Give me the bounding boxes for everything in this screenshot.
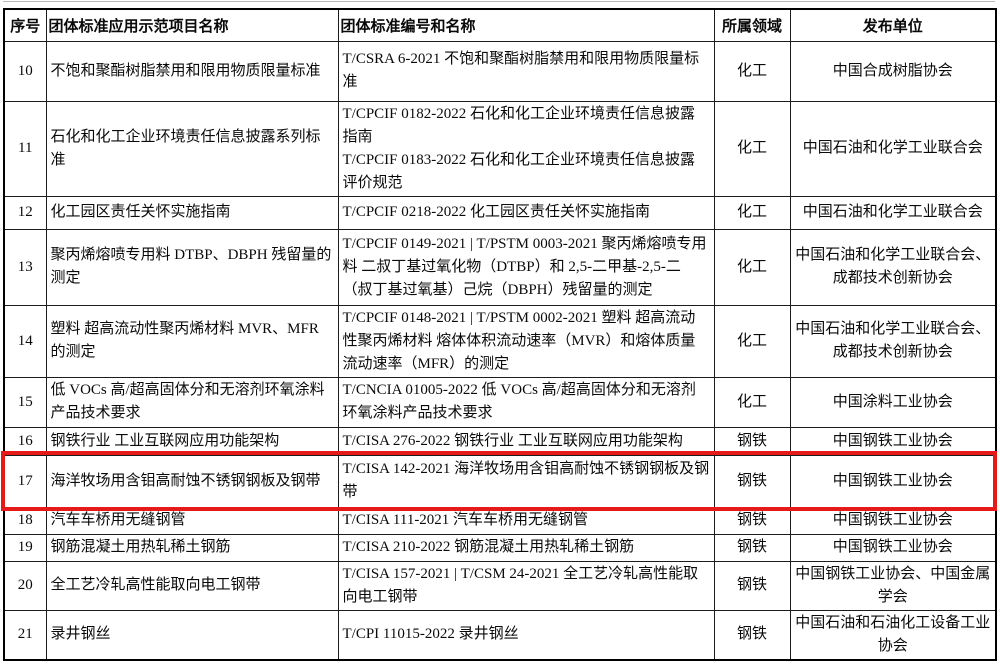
cell-standards: T/CISA 157-2021 | T/CSM 24-2021 全工艺冷轧高性能… — [337, 560, 715, 611]
cell-project: 汽车车桥用无缝钢管 — [45, 506, 339, 535]
cell-field: 钢铁 — [713, 560, 791, 611]
cell-field: 化工 — [713, 376, 791, 428]
table-row-21: 21 录井钢丝 T/CPI 11015-2022 录井钢丝 钢铁 中国石油和石油化工设备… — [3, 609, 997, 661]
standard-entry: T/CPCIF 0182-2022 石化和化工企业环境责任信息披露指南 — [342, 105, 696, 145]
cell-project: 录井钢丝 — [45, 609, 339, 661]
cell-standards: T/CNCIA 01005-2022 低 VOCs 高/超高固体分和无溶剂环氧涂… — [337, 376, 715, 428]
cell-publisher: 中国石油和石油化工设备工业协会 — [789, 609, 997, 661]
cell-no: 11 — [3, 100, 47, 197]
cell-standards: T/CISA 142-2021 海洋牧场用含钼高耐蚀不锈钢钢板及钢带 — [337, 454, 715, 508]
standard-entry: T/CPI 11015-2022 录井钢丝 — [342, 626, 519, 643]
table-row-17: 17 海洋牧场用含钼高耐蚀不锈钢钢板及钢带 T/CISA 142-2021 海洋牧场… — [3, 454, 997, 508]
cell-publisher: 中国钢铁工业协会 — [789, 506, 997, 535]
cell-project: 塑料 超高流动性聚丙烯材料 MVR、MFR 的测定 — [45, 304, 339, 378]
previous-row-crop-line — [3, 1, 995, 2]
standard-entry: T/CPCIF 0183-2022 石化和化工企业环境责任信息披露评价规范 — [342, 151, 696, 191]
cell-project: 钢筋混凝土用热轧稀土钢筋 — [45, 533, 339, 562]
table-row-15: 15 低 VOCs 高/超高固体分和无溶剂环氧涂料产品技术要求 T/CNCIA 01… — [3, 376, 997, 428]
standard-entry: T/CPCIF 0148-2021 | T/PSTM 0002-2021 塑料 … — [342, 309, 696, 372]
cell-no: 15 — [3, 376, 47, 428]
cell-project: 海洋牧场用含钼高耐蚀不锈钢钢板及钢带 — [45, 454, 339, 508]
cell-publisher: 中国钢铁工业协会、中国金属学会 — [789, 560, 997, 611]
cell-project: 不饱和聚酯树脂禁用和限用物质限量标准 — [45, 40, 339, 102]
cell-publisher: 中国石油和化学工业联合会、成都技术创新协会 — [789, 228, 997, 306]
cell-publisher: 中国石油和化学工业联合会 — [789, 100, 997, 197]
cell-field: 钢铁 — [713, 454, 791, 508]
cell-publisher: 中国钢铁工业协会 — [789, 533, 997, 562]
cell-field: 钢铁 — [713, 506, 791, 535]
standard-entry: T/CISA 111-2021 汽车车桥用无缝钢管 — [342, 512, 589, 528]
cell-project: 钢铁行业 工业互联网应用功能架构 — [45, 426, 339, 456]
cell-field: 化工 — [713, 304, 791, 378]
cell-field: 化工 — [713, 40, 791, 102]
cell-field: 化工 — [713, 228, 791, 306]
table-header-row: 序号 团体标准应用示范项目名称 团体标准编号和名称 所属领域 发布单位 — [3, 8, 997, 42]
cell-no: 20 — [3, 560, 47, 611]
cell-standards: T/CISA 210-2022 钢筋混凝土用热轧稀土钢筋 — [337, 533, 715, 562]
cell-no: 10 — [3, 40, 47, 102]
table-row-20: 20 全工艺冷轧高性能取向电工钢带 T/CISA 157-2021 | T/CSM … — [3, 560, 997, 611]
cell-project: 聚丙烯熔喷专用料 DTBP、DBPH 残留量的测定 — [45, 228, 339, 306]
cell-standards: T/CPCIF 0218-2022 化工园区责任关怀实施指南 — [337, 195, 715, 230]
cell-standards: T/CSRA 6-2021 不饱和聚酯树脂禁用和限用物质限量标准 — [337, 40, 715, 102]
column-header-project: 团体标准应用示范项目名称 — [45, 8, 339, 42]
cell-no: 13 — [3, 228, 47, 306]
cell-project: 化工园区责任关怀实施指南 — [45, 195, 339, 230]
table-row-13: 13 聚丙烯熔喷专用料 DTBP、DBPH 残留量的测定 T/CPCIF 0149-… — [3, 228, 997, 306]
table-row-19: 19 钢筋混凝土用热轧稀土钢筋 T/CISA 210-2022 钢筋混凝土用热轧稀土… — [3, 533, 997, 562]
cell-standards: T/CPI 11015-2022 录井钢丝 — [337, 609, 715, 661]
standards-table: 序号 团体标准应用示范项目名称 团体标准编号和名称 所属领域 发布单位 10 不饱和聚酯树… — [3, 8, 997, 661]
cell-project: 全工艺冷轧高性能取向电工钢带 — [45, 560, 339, 611]
cell-publisher: 中国钢铁工业协会 — [789, 426, 997, 456]
column-header-no: 序号 — [3, 8, 47, 42]
cell-no: 17 — [3, 454, 47, 508]
cell-no: 19 — [3, 533, 47, 562]
table-row-11: 11 石化和化工企业环境责任信息披露系列标准 T/CPCIF 0182-2022 石… — [3, 100, 997, 197]
cell-standards: T/CPCIF 0182-2022 石化和化工企业环境责任信息披露指南 T/CPC… — [337, 100, 715, 197]
cell-publisher: 中国合成树脂协会 — [789, 40, 997, 102]
column-header-standards: 团体标准编号和名称 — [337, 8, 715, 42]
table-row-10: 10 不饱和聚酯树脂禁用和限用物质限量标准 T/CSRA 6-2021 不饱和聚酯树… — [3, 40, 997, 102]
cell-standards: T/CPCIF 0149-2021 | T/PSTM 0003-2021 聚丙烯… — [337, 228, 715, 306]
standard-entry: T/CPCIF 0149-2021 | T/PSTM 0003-2021 聚丙烯… — [342, 235, 707, 298]
table-row-18: 18 汽车车桥用无缝钢管 T/CISA 111-2021 汽车车桥用无缝钢管 钢铁 中国… — [3, 506, 997, 535]
standard-entry: T/CISA 276-2022 钢铁行业 工业互联网应用功能架构 — [342, 432, 683, 449]
cell-project: 低 VOCs 高/超高固体分和无溶剂环氧涂料产品技术要求 — [45, 376, 339, 428]
cell-standards: T/CPCIF 0148-2021 | T/PSTM 0002-2021 塑料 … — [337, 304, 715, 378]
cell-project: 石化和化工企业环境责任信息披露系列标准 — [45, 100, 339, 197]
cell-publisher: 中国石油和化学工业联合会 — [789, 195, 997, 230]
cell-publisher: 中国石油和化学工业联合会、成都技术创新协会 — [789, 304, 997, 378]
standard-entry: T/CPCIF 0218-2022 化工园区责任关怀实施指南 — [342, 204, 651, 220]
cell-field: 化工 — [713, 195, 791, 230]
cell-no: 16 — [3, 426, 47, 456]
cell-field: 钢铁 — [713, 426, 791, 456]
table-row-14: 14 塑料 超高流动性聚丙烯材料 MVR、MFR 的测定 T/CPCIF 0148-… — [3, 304, 997, 378]
column-header-publisher: 发布单位 — [789, 8, 997, 42]
standard-entry: T/CISA 210-2022 钢筋混凝土用热轧稀土钢筋 — [342, 539, 635, 555]
cell-field: 钢铁 — [713, 533, 791, 562]
table-row-12: 12 化工园区责任关怀实施指南 T/CPCIF 0218-2022 化工园区责任关怀… — [3, 195, 997, 230]
cell-no: 18 — [3, 506, 47, 535]
table-header: 序号 团体标准应用示范项目名称 团体标准编号和名称 所属领域 发布单位 — [3, 8, 997, 42]
cell-field: 化工 — [713, 100, 791, 197]
table-row-16: 16 钢铁行业 工业互联网应用功能架构 T/CISA 276-2022 钢铁行业 工… — [3, 426, 997, 456]
standard-entry: T/CSRA 6-2021 不饱和聚酯树脂禁用和限用物质限量标准 — [342, 51, 700, 90]
cell-standards: T/CISA 111-2021 汽车车桥用无缝钢管 — [337, 506, 715, 535]
cell-publisher: 中国涂料工业协会 — [789, 376, 997, 428]
cell-standards: T/CISA 276-2022 钢铁行业 工业互联网应用功能架构 — [337, 426, 715, 456]
cell-no: 14 — [3, 304, 47, 378]
cell-field: 钢铁 — [713, 609, 791, 661]
cell-publisher: 中国钢铁工业协会 — [789, 454, 997, 508]
standard-entry: T/CNCIA 01005-2022 低 VOCs 高/超高固体分和无溶剂环氧涂… — [342, 382, 696, 421]
standard-entry: T/CISA 142-2021 海洋牧场用含钼高耐蚀不锈钢钢板及钢带 — [342, 461, 710, 500]
table-body: 10 不饱和聚酯树脂禁用和限用物质限量标准 T/CSRA 6-2021 不饱和聚酯树… — [3, 40, 997, 661]
standard-entry: T/CISA 157-2021 | T/CSM 24-2021 全工艺冷轧高性能… — [342, 565, 699, 605]
cell-no: 21 — [3, 609, 47, 661]
cell-no: 12 — [3, 195, 47, 230]
column-header-field: 所属领域 — [713, 8, 791, 42]
